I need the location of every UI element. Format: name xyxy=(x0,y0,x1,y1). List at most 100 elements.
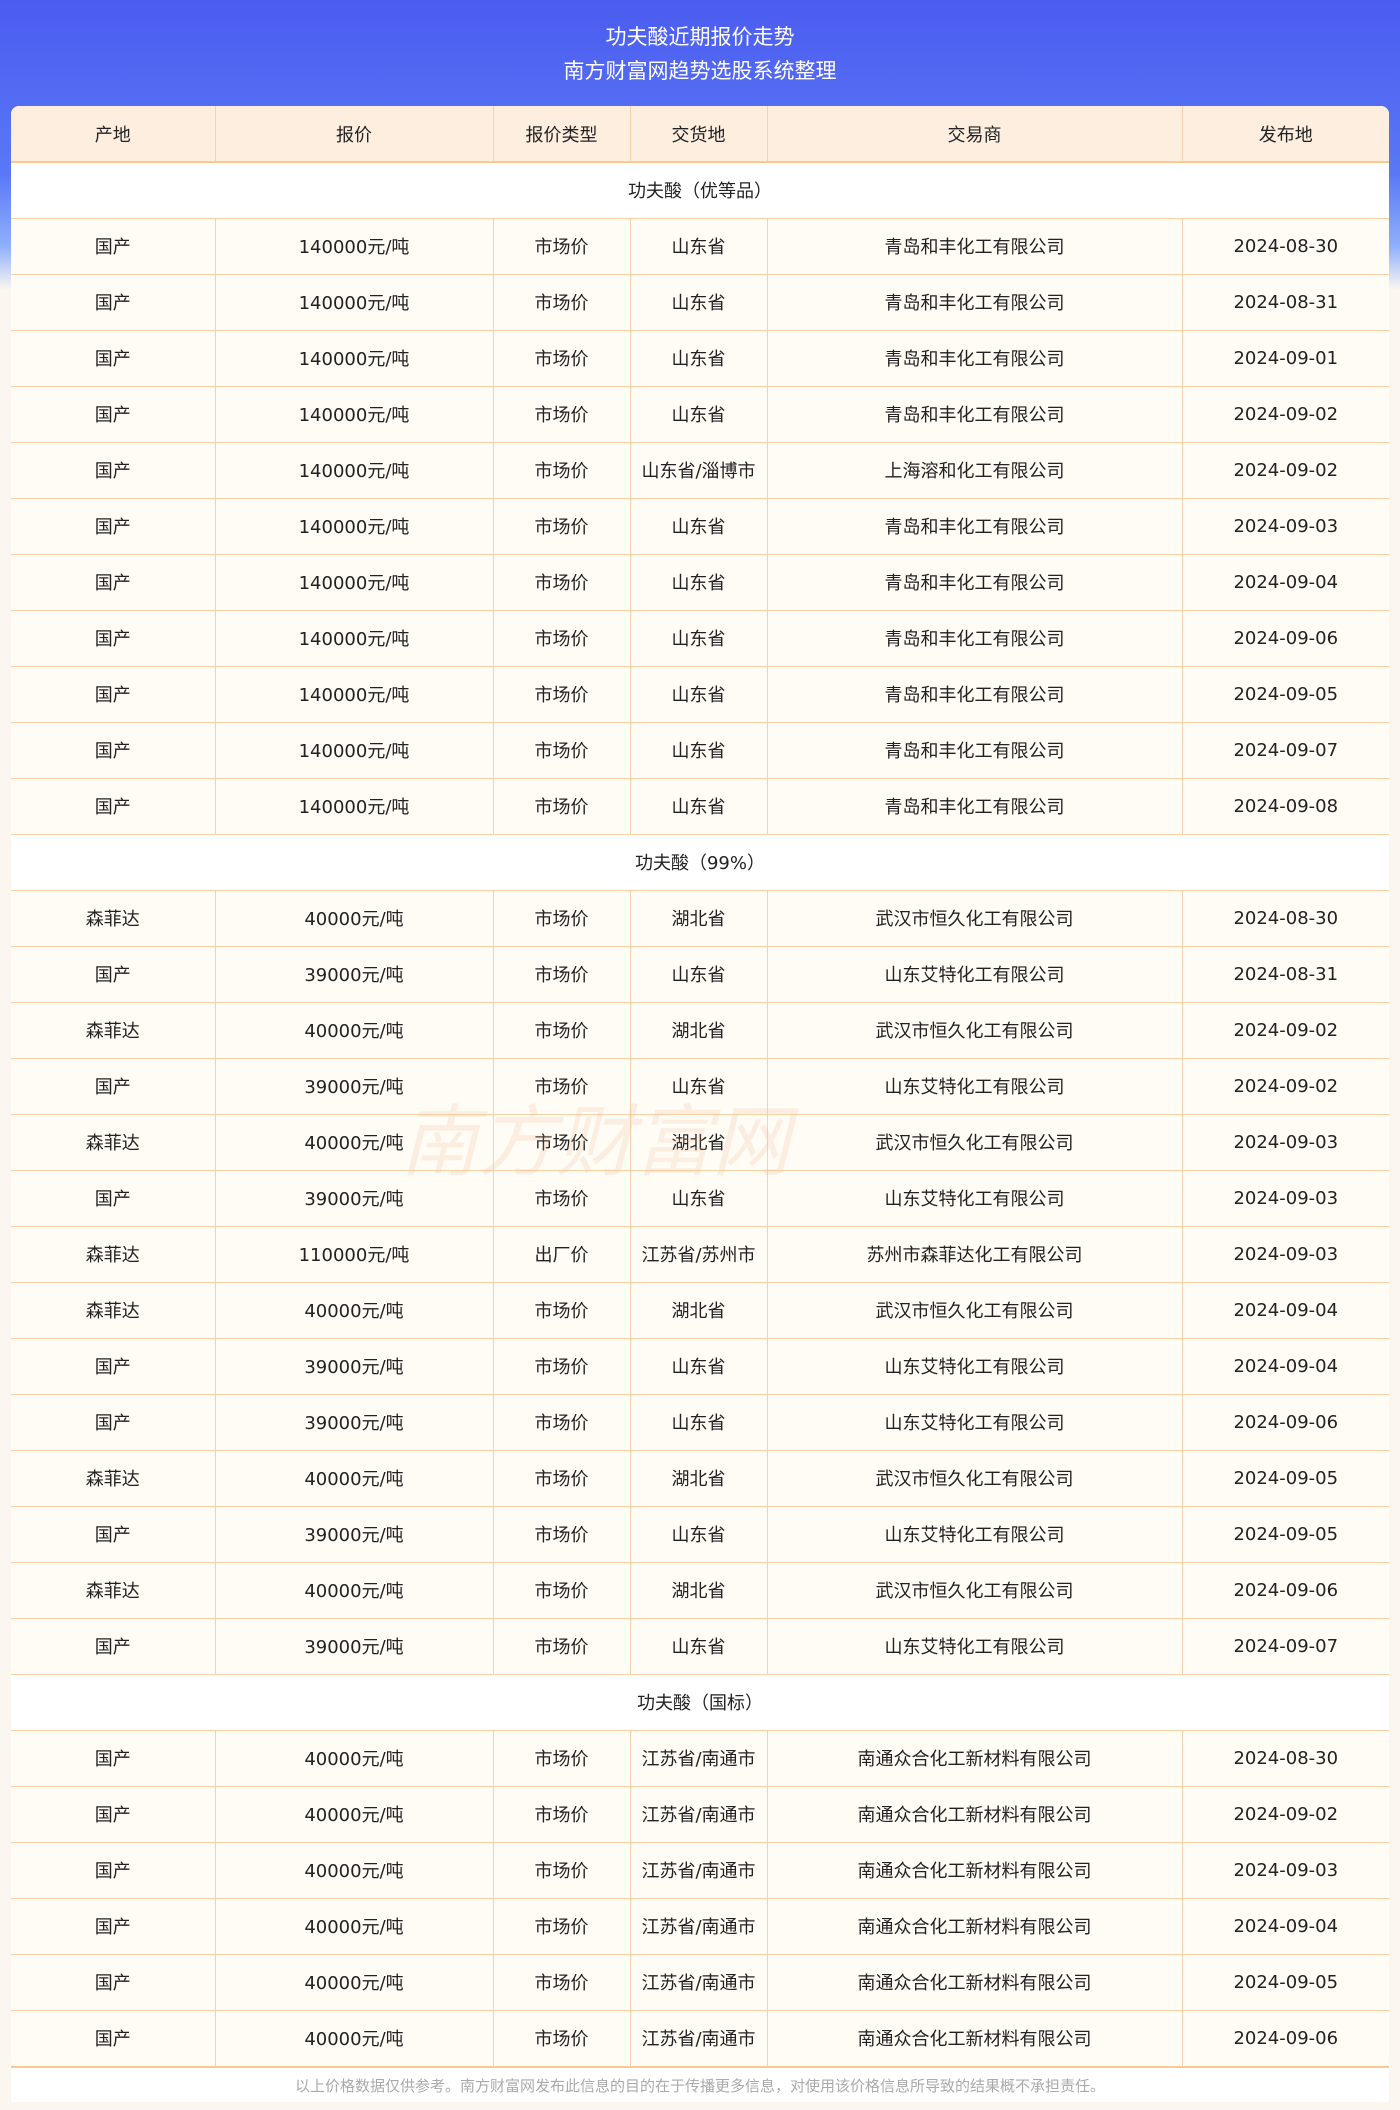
price-cell: 40000元/吨 xyxy=(215,1786,494,1843)
delivery-cell: 山东省 xyxy=(630,498,768,555)
trader-cell: 青岛和丰化工有限公司 xyxy=(767,722,1183,779)
date-cell: 2024-09-07 xyxy=(1182,1618,1389,1675)
delivery-cell: 山东省 xyxy=(630,274,768,331)
origin-cell: 国产 xyxy=(11,1170,216,1227)
column-header: 交易商 xyxy=(767,106,1183,163)
trader-cell: 山东艾特化工有限公司 xyxy=(767,1170,1183,1227)
price-table-card: 产地 报价 报价类型 交货地 交易商 发布地 功夫酸（优等品） 国产 140000元… xyxy=(11,106,1389,2067)
price-type-cell: 市场价 xyxy=(493,1282,631,1339)
table-row: 国产 39000元/吨 市场价 山东省 山东艾特化工有限公司 2024-09-07 xyxy=(11,1618,1389,1675)
table-row: 国产 39000元/吨 市场价 山东省 山东艾特化工有限公司 2024-09-06 xyxy=(11,1394,1389,1451)
delivery-cell: 山东省 xyxy=(630,1338,768,1395)
price-type-cell: 市场价 xyxy=(493,778,631,835)
table-row: 国产 140000元/吨 市场价 山东省 青岛和丰化工有限公司 2024-09-05 xyxy=(11,666,1389,723)
price-cell: 140000元/吨 xyxy=(215,274,494,331)
column-header: 报价类型 xyxy=(493,106,631,163)
price-cell: 40000元/吨 xyxy=(215,1114,494,1171)
date-cell: 2024-09-02 xyxy=(1182,1786,1389,1843)
table-row: 国产 140000元/吨 市场价 山东省 青岛和丰化工有限公司 2024-09-08 xyxy=(11,778,1389,835)
origin-cell: 森菲达 xyxy=(11,1562,216,1619)
group-row: 功夫酸（99%） xyxy=(11,834,1389,891)
origin-cell: 国产 xyxy=(11,274,216,331)
trader-cell: 南通众合化工新材料有限公司 xyxy=(767,1730,1183,1787)
price-type-cell: 市场价 xyxy=(493,1954,631,2011)
delivery-cell: 湖北省 xyxy=(630,1562,768,1619)
trader-cell: 南通众合化工新材料有限公司 xyxy=(767,1842,1183,1899)
disclaimer: 以上价格数据仅供参考。南方财富网发布此信息的目的在于传播更多信息，对使用该价格信… xyxy=(11,2066,1389,2102)
date-cell: 2024-09-06 xyxy=(1182,1562,1389,1619)
trader-cell: 武汉市恒久化工有限公司 xyxy=(767,1450,1183,1507)
table-row: 国产 140000元/吨 市场价 山东省 青岛和丰化工有限公司 2024-08-31 xyxy=(11,274,1389,331)
date-cell: 2024-08-31 xyxy=(1182,274,1389,331)
table-row: 森菲达 40000元/吨 市场价 湖北省 武汉市恒久化工有限公司 2024-09-03 xyxy=(11,1114,1389,1171)
price-cell: 39000元/吨 xyxy=(215,1506,494,1563)
delivery-cell: 山东省 xyxy=(630,1394,768,1451)
table-row: 森菲达 40000元/吨 市场价 湖北省 武汉市恒久化工有限公司 2024-08-30 xyxy=(11,890,1389,947)
table-row: 国产 40000元/吨 市场价 江苏省/南通市 南通众合化工新材料有限公司 2024-09… xyxy=(11,1786,1389,1843)
table-row: 国产 40000元/吨 市场价 江苏省/南通市 南通众合化工新材料有限公司 2024-09… xyxy=(11,2010,1389,2067)
trader-cell: 武汉市恒久化工有限公司 xyxy=(767,1002,1183,1059)
table-row: 国产 140000元/吨 市场价 山东省 青岛和丰化工有限公司 2024-09-03 xyxy=(11,498,1389,555)
date-cell: 2024-09-04 xyxy=(1182,1338,1389,1395)
price-type-cell: 市场价 xyxy=(493,1506,631,1563)
origin-cell: 森菲达 xyxy=(11,1450,216,1507)
origin-cell: 国产 xyxy=(11,1786,216,1843)
price-cell: 39000元/吨 xyxy=(215,1618,494,1675)
trader-cell: 青岛和丰化工有限公司 xyxy=(767,330,1183,387)
delivery-cell: 江苏省/南通市 xyxy=(630,1898,768,1955)
delivery-cell: 山东省 xyxy=(630,218,768,275)
trader-cell: 青岛和丰化工有限公司 xyxy=(767,218,1183,275)
trader-cell: 山东艾特化工有限公司 xyxy=(767,946,1183,1003)
trader-cell: 山东艾特化工有限公司 xyxy=(767,1618,1183,1675)
price-cell: 39000元/吨 xyxy=(215,1170,494,1227)
date-cell: 2024-09-08 xyxy=(1182,778,1389,835)
delivery-cell: 山东省 xyxy=(630,778,768,835)
trader-cell: 武汉市恒久化工有限公司 xyxy=(767,1562,1183,1619)
delivery-cell: 山东省 xyxy=(630,1170,768,1227)
table-row: 森菲达 40000元/吨 市场价 湖北省 武汉市恒久化工有限公司 2024-09-04 xyxy=(11,1282,1389,1339)
group-row: 功夫酸（优等品） xyxy=(11,162,1389,219)
price-cell: 39000元/吨 xyxy=(215,1394,494,1451)
delivery-cell: 江苏省/苏州市 xyxy=(630,1226,768,1283)
delivery-cell: 湖北省 xyxy=(630,890,768,947)
date-cell: 2024-09-06 xyxy=(1182,2010,1389,2067)
date-cell: 2024-09-03 xyxy=(1182,1842,1389,1899)
column-header: 发布地 xyxy=(1182,106,1389,163)
group-title: 功夫酸（优等品） xyxy=(11,162,1389,219)
trader-cell: 青岛和丰化工有限公司 xyxy=(767,386,1183,443)
price-type-cell: 出厂价 xyxy=(493,1226,631,1283)
delivery-cell: 山东省 xyxy=(630,722,768,779)
delivery-cell: 湖北省 xyxy=(630,1282,768,1339)
price-type-cell: 市场价 xyxy=(493,498,631,555)
delivery-cell: 山东省 xyxy=(630,666,768,723)
delivery-cell: 山东省 xyxy=(630,386,768,443)
origin-cell: 国产 xyxy=(11,946,216,1003)
price-cell: 140000元/吨 xyxy=(215,554,494,611)
delivery-cell: 山东省/淄博市 xyxy=(630,442,768,499)
price-type-cell: 市场价 xyxy=(493,610,631,667)
date-cell: 2024-09-06 xyxy=(1182,1394,1389,1451)
date-cell: 2024-09-06 xyxy=(1182,610,1389,667)
price-type-cell: 市场价 xyxy=(493,330,631,387)
trader-cell: 南通众合化工新材料有限公司 xyxy=(767,1898,1183,1955)
trader-cell: 南通众合化工新材料有限公司 xyxy=(767,1786,1183,1843)
table-row: 国产 39000元/吨 市场价 山东省 山东艾特化工有限公司 2024-09-05 xyxy=(11,1506,1389,1563)
table-row: 国产 39000元/吨 市场价 山东省 山东艾特化工有限公司 2024-08-31 xyxy=(11,946,1389,1003)
price-type-cell: 市场价 xyxy=(493,1450,631,1507)
price-cell: 40000元/吨 xyxy=(215,890,494,947)
date-cell: 2024-09-03 xyxy=(1182,1114,1389,1171)
table-row: 森菲达 40000元/吨 市场价 湖北省 武汉市恒久化工有限公司 2024-09-05 xyxy=(11,1450,1389,1507)
origin-cell: 国产 xyxy=(11,722,216,779)
price-type-cell: 市场价 xyxy=(493,890,631,947)
price-cell: 140000元/吨 xyxy=(215,778,494,835)
delivery-cell: 山东省 xyxy=(630,1058,768,1115)
trader-cell: 青岛和丰化工有限公司 xyxy=(767,778,1183,835)
price-cell: 40000元/吨 xyxy=(215,1450,494,1507)
origin-cell: 国产 xyxy=(11,498,216,555)
price-cell: 40000元/吨 xyxy=(215,1954,494,2011)
price-cell: 140000元/吨 xyxy=(215,722,494,779)
price-cell: 140000元/吨 xyxy=(215,498,494,555)
trader-cell: 青岛和丰化工有限公司 xyxy=(767,666,1183,723)
price-cell: 40000元/吨 xyxy=(215,1842,494,1899)
page-subtitle: 南方财富网趋势选股系统整理 xyxy=(563,59,837,83)
